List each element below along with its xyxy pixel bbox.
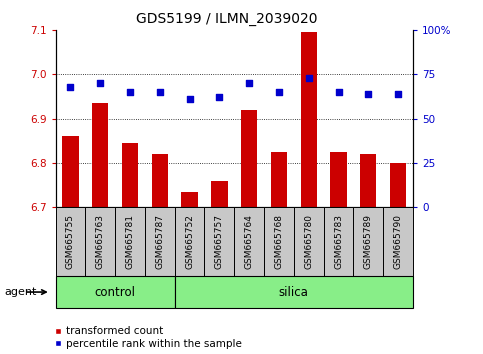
Bar	[241, 110, 257, 207]
Bar	[390, 163, 406, 207]
Point	[275, 89, 283, 95]
Point	[185, 96, 193, 102]
Bar	[145, 207, 175, 276]
Point	[126, 89, 134, 95]
Text: GSM665757: GSM665757	[215, 214, 224, 269]
Point	[67, 84, 74, 90]
Text: GSM665780: GSM665780	[304, 214, 313, 269]
Bar	[234, 207, 264, 276]
Bar	[62, 136, 79, 207]
Point	[305, 75, 313, 81]
Point	[394, 91, 402, 97]
Bar	[300, 32, 317, 207]
Bar	[271, 152, 287, 207]
Text: GSM665789: GSM665789	[364, 214, 373, 269]
Text: GDS5199 / ILMN_2039020: GDS5199 / ILMN_2039020	[136, 12, 318, 27]
Text: GSM665768: GSM665768	[274, 214, 284, 269]
Bar	[152, 154, 168, 207]
Bar	[85, 207, 115, 276]
Text: GSM665763: GSM665763	[96, 214, 105, 269]
Bar	[56, 276, 175, 308]
Bar	[56, 207, 85, 276]
Text: control: control	[95, 286, 136, 298]
Bar	[122, 143, 138, 207]
Text: GSM665790: GSM665790	[394, 214, 402, 269]
Bar	[294, 207, 324, 276]
Text: silica: silica	[279, 286, 309, 298]
Point	[335, 89, 342, 95]
Text: GSM665755: GSM665755	[66, 214, 75, 269]
Bar	[360, 154, 376, 207]
Point	[97, 80, 104, 86]
Point	[215, 95, 223, 100]
Point	[245, 80, 253, 86]
Bar	[383, 207, 413, 276]
Text: GSM665783: GSM665783	[334, 214, 343, 269]
Text: GSM665781: GSM665781	[126, 214, 134, 269]
Bar	[330, 152, 347, 207]
Text: GSM665764: GSM665764	[245, 214, 254, 269]
Point	[156, 89, 164, 95]
Text: agent: agent	[5, 287, 37, 297]
Point	[364, 91, 372, 97]
Bar	[115, 207, 145, 276]
Bar	[92, 103, 108, 207]
Bar	[211, 181, 227, 207]
Bar	[182, 192, 198, 207]
Legend: transformed count, percentile rank within the sample: transformed count, percentile rank withi…	[54, 326, 242, 349]
Bar	[175, 276, 413, 308]
Bar	[204, 207, 234, 276]
Bar	[264, 207, 294, 276]
Bar	[324, 207, 354, 276]
Bar	[354, 207, 383, 276]
Bar	[175, 207, 204, 276]
Text: GSM665752: GSM665752	[185, 214, 194, 269]
Text: GSM665787: GSM665787	[156, 214, 164, 269]
